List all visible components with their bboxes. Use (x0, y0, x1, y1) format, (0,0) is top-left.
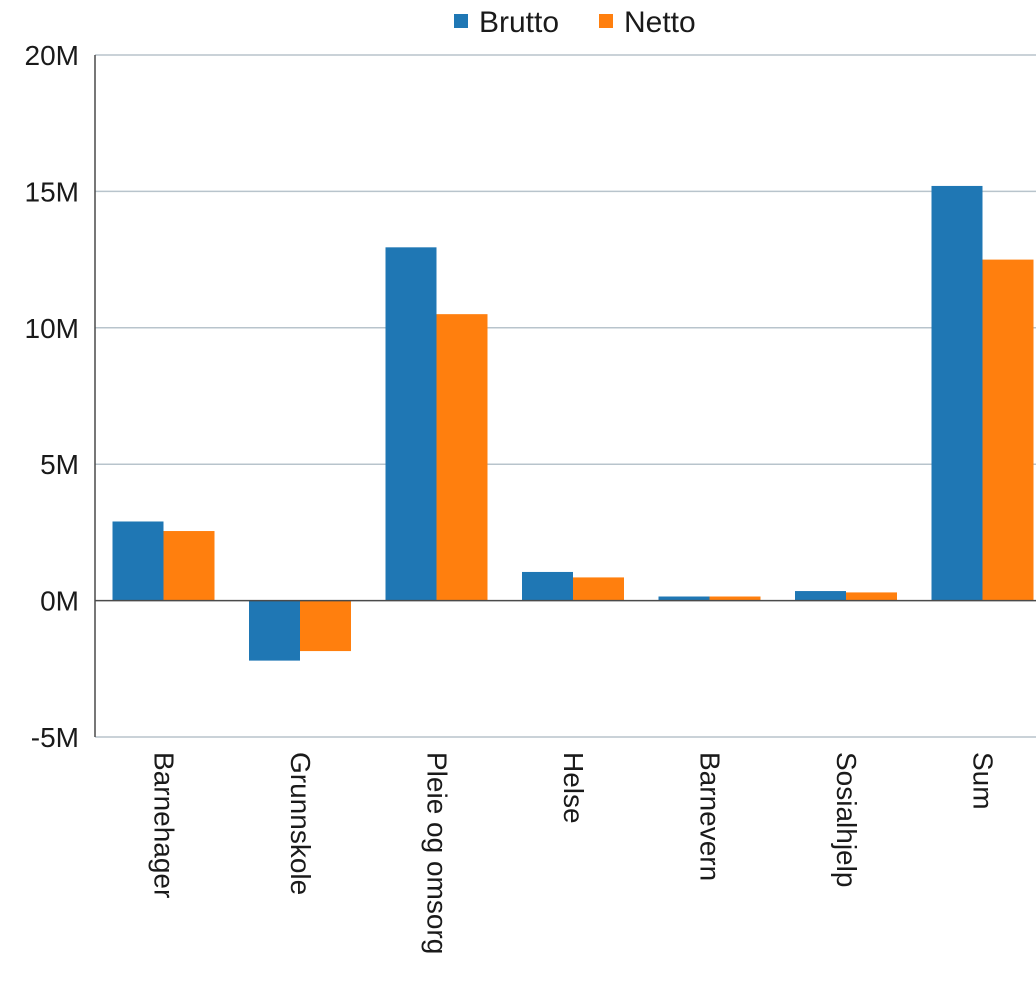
bar-netto-sum (982, 259, 1034, 601)
bar-brutto-barnevern (658, 596, 710, 601)
legend-swatch-brutto (454, 14, 468, 28)
gridlines (95, 54, 1036, 738)
legend-label-netto: Netto (624, 6, 696, 39)
bar-brutto-helse (522, 571, 573, 601)
x-tick-label: Sosialhjelp (831, 752, 862, 887)
y-tick-label: 5M (40, 449, 79, 480)
bar-netto-pleie-og-omsorg (436, 314, 488, 601)
y-tick-label: 0M (40, 586, 79, 617)
bars (112, 185, 1034, 661)
x-tick-label: Helse (558, 752, 589, 824)
axes (94, 55, 1036, 737)
x-tick-label: Barnehager (149, 752, 180, 898)
y-tick-label: 10M (25, 313, 79, 344)
bar-brutto-sosialhjelp (795, 591, 846, 601)
bar-brutto-sum (931, 185, 983, 601)
bar-netto-helse (573, 577, 624, 601)
bar-netto-sosialhjelp (846, 592, 897, 601)
legend-label-brutto: Brutto (479, 6, 559, 39)
bar-brutto-grunnskole (249, 600, 300, 661)
x-tick-label: Pleie og omsorg (422, 752, 453, 954)
y-axis-ticks: 20M 15M 10M 5M 0M -5M (25, 40, 79, 753)
x-tick-label: Sum (968, 752, 999, 810)
y-tick-label: 15M (25, 176, 79, 207)
y-tick-label: -5M (31, 722, 79, 753)
legend: Brutto Netto (454, 6, 696, 39)
bar-netto-barnevern (709, 596, 761, 601)
legend-swatch-netto (599, 14, 613, 28)
bar-brutto-pleie-og-omsorg (385, 247, 437, 601)
y-tick-label: 20M (25, 40, 79, 71)
x-tick-label: Grunnskole (285, 752, 316, 895)
bar-netto-barnehager (163, 531, 215, 601)
x-axis-labels: Barnehager Grunnskole Pleie og omsorg Helse… (149, 752, 999, 954)
bar-netto-grunnskole (300, 600, 351, 652)
bar-brutto-barnehager (112, 521, 164, 601)
x-tick-label: Barnevern (695, 752, 726, 881)
